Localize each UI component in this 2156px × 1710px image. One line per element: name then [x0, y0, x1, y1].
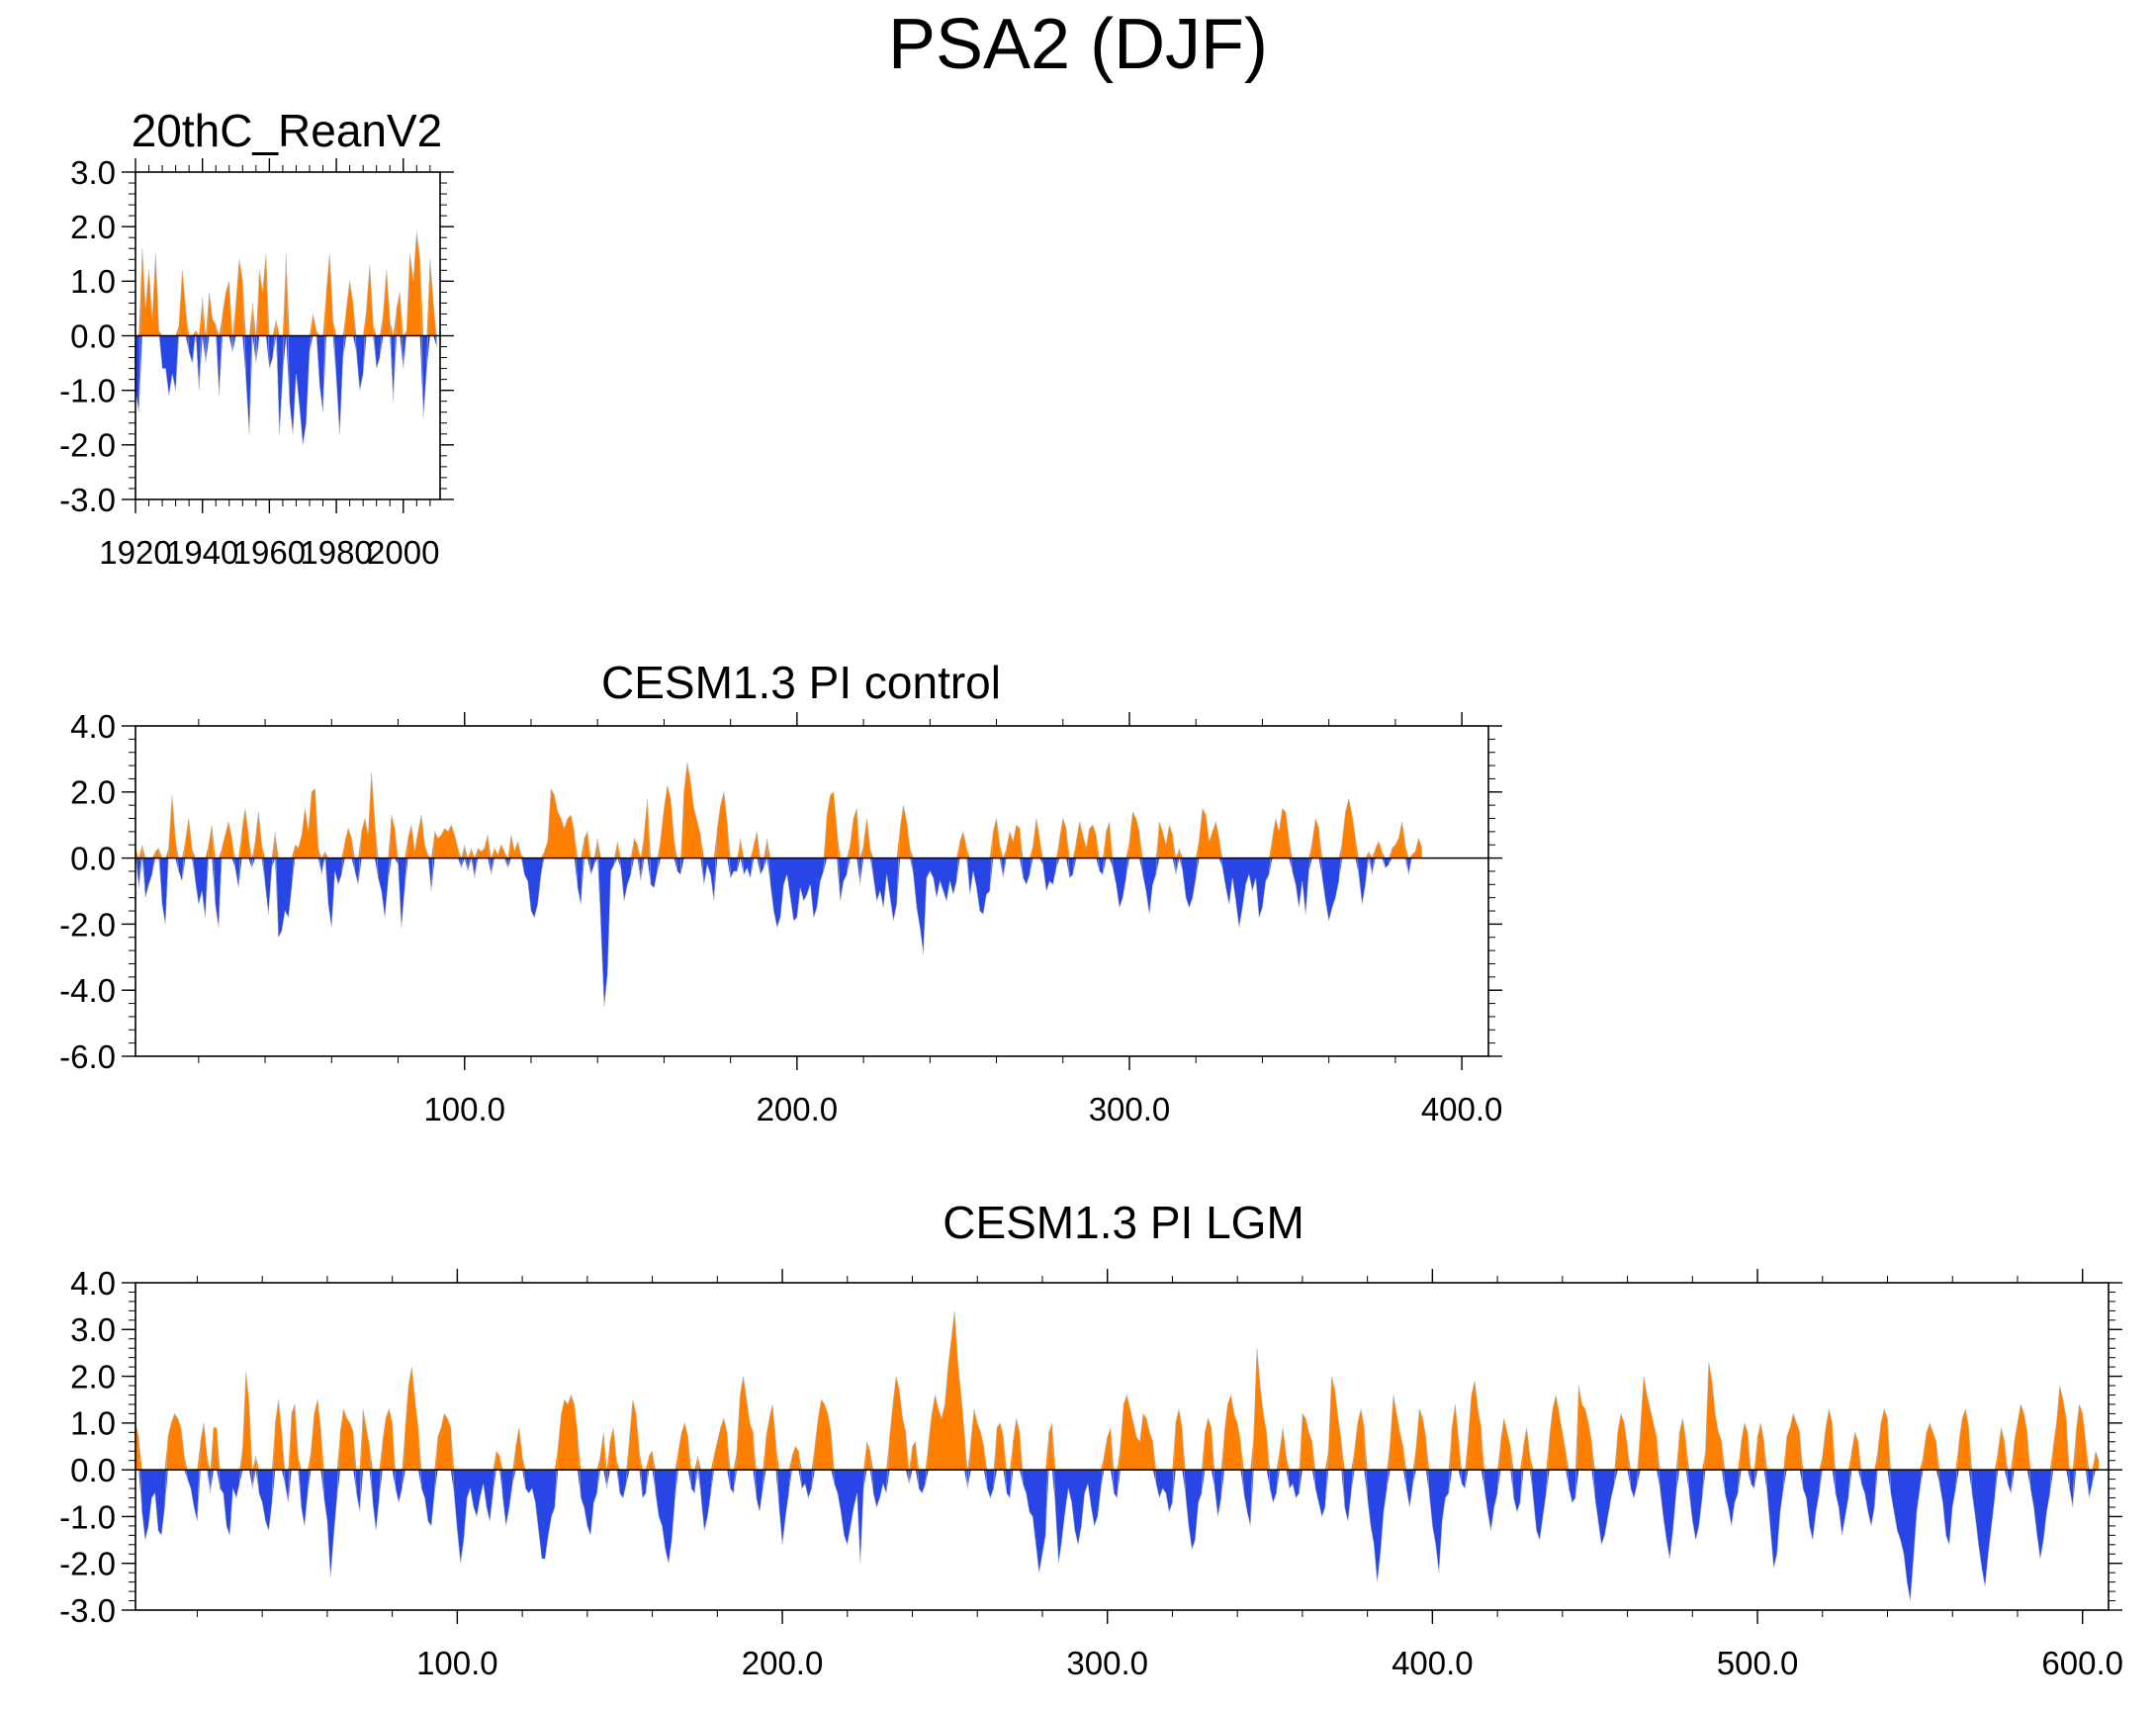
y-tick-label: -6.0 — [59, 1038, 116, 1075]
x-tick-label: 400.0 — [1392, 1645, 1474, 1681]
x-tick-label: 1960 — [233, 534, 306, 571]
x-tick-label: 300.0 — [1089, 1091, 1171, 1127]
y-tick-label: 4.0 — [70, 1265, 116, 1302]
series-line — [135, 231, 437, 445]
y-tick-label: 0.0 — [70, 1452, 116, 1488]
panel-2: 4.0 2.0 0.0 -2.0 -4.0 -6.0 100.0 200.0 300.0 400.… — [59, 657, 1502, 1127]
series-positive-area — [135, 762, 1422, 858]
series-negative-area — [135, 335, 437, 445]
y-tick-label: -1.0 — [59, 1498, 116, 1535]
x-tick-label: 2000 — [367, 534, 439, 571]
y-tick-label: -4.0 — [59, 972, 116, 1009]
y-tick-label: -2.0 — [59, 1546, 116, 1582]
x-tick-label: 400.0 — [1421, 1091, 1503, 1127]
series-line — [135, 762, 1423, 1007]
y-tick-label: 1.0 — [70, 263, 116, 300]
y-tick-label: 2.0 — [70, 209, 116, 245]
series-negative-area — [135, 857, 1422, 1007]
y-tick-label: 3.0 — [70, 1311, 116, 1348]
x-tick-label: 600.0 — [2041, 1645, 2123, 1681]
y-tick-label: 4.0 — [70, 708, 116, 745]
y-axis: 4.0 3.0 2.0 1.0 0.0 -1.0 -2.0 -3.0 — [59, 1265, 2122, 1629]
plot-frame — [135, 1282, 2110, 1611]
y-axis: 4.0 2.0 0.0 -2.0 -4.0 -6.0 — [59, 708, 1502, 1075]
x-tick-label: 1920 — [99, 534, 171, 571]
plot-area — [135, 231, 440, 445]
plot-area — [135, 1310, 2109, 1601]
y-tick-label: -3.0 — [59, 482, 116, 518]
panel-title: 20thC_ReanV2 — [132, 105, 443, 156]
x-axis: 100.0 200.0 300.0 400.0 — [198, 712, 1503, 1127]
y-tick-label: -2.0 — [59, 906, 116, 943]
y-axis: 3.0 2.0 1.0 0.0 -1.0 -2.0 -3.0 — [59, 154, 454, 518]
y-tick-label: -1.0 — [59, 373, 116, 409]
plot-area — [135, 762, 1488, 1007]
series-line — [135, 1310, 2100, 1601]
x-tick-label: 100.0 — [423, 1091, 505, 1127]
series-negative-area — [135, 1470, 2100, 1601]
x-tick-label: 100.0 — [416, 1645, 498, 1681]
panel-title: CESM1.3 PI LGM — [943, 1197, 1304, 1248]
x-tick-label: 1980 — [300, 534, 372, 571]
plot-frame — [135, 725, 1489, 1057]
y-tick-label: 1.0 — [70, 1405, 116, 1442]
series-positive-area — [135, 1310, 2100, 1471]
panel-3: 4.0 3.0 2.0 1.0 0.0 -1.0 -2.0 -3.0 100.0 200.0 300… — [59, 1197, 2123, 1681]
x-tick-label: 200.0 — [742, 1645, 824, 1681]
x-tick-label: 1940 — [166, 534, 238, 571]
panel-1: 3.02.01.00.0-1.0-2.0-3.01920194019601980… — [59, 105, 454, 571]
x-tick-label: 200.0 — [757, 1091, 839, 1127]
x-tick-label: 500.0 — [1717, 1645, 1799, 1681]
series-positive-area — [135, 231, 437, 336]
panel-title: CESM1.3 PI control — [601, 657, 1001, 708]
y-tick-label: 2.0 — [70, 774, 116, 811]
y-tick-label: 3.0 — [70, 154, 116, 191]
y-tick-label: -2.0 — [59, 427, 116, 464]
x-tick-label: 300.0 — [1066, 1645, 1148, 1681]
x-axis: 100.0 200.0 300.0 400.0 500.0 600.0 — [196, 1269, 2123, 1681]
figure-title: PSA2 (DJF) — [887, 5, 1269, 84]
y-tick-label: 0.0 — [70, 840, 116, 876]
y-tick-label: -3.0 — [59, 1592, 116, 1629]
y-tick-label: 0.0 — [70, 317, 116, 354]
y-tick-label: 2.0 — [70, 1358, 116, 1395]
